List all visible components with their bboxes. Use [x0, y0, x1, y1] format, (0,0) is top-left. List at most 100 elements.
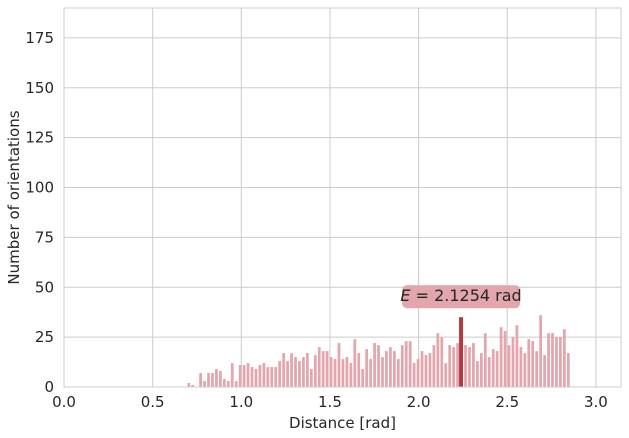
histogram-bar	[483, 333, 487, 387]
histogram-bar	[234, 381, 238, 387]
histogram-bar	[562, 329, 566, 387]
histogram-bar	[468, 347, 471, 387]
y-tick-label: 125	[25, 129, 54, 147]
histogram-bar	[503, 331, 507, 387]
histogram-bar	[274, 367, 278, 387]
histogram-bar	[404, 341, 408, 387]
grid-lines	[63, 8, 621, 388]
histogram-bar	[333, 359, 337, 387]
histogram-bar	[313, 355, 317, 387]
histogram-bar	[266, 367, 270, 387]
histogram-bar	[325, 351, 329, 387]
histogram-bar	[424, 355, 428, 387]
histogram-bar	[317, 347, 321, 387]
y-tick-labels: 0 25 50 75 100 125 150 175	[25, 29, 54, 396]
histogram-bar	[539, 315, 543, 387]
plot-frame	[63, 7, 622, 388]
histogram-bar	[329, 357, 333, 387]
histogram-bar	[365, 349, 369, 387]
y-tick-label: 0	[44, 378, 54, 396]
histogram-bar	[456, 343, 459, 387]
histogram-bar	[246, 363, 250, 387]
histogram-bar	[373, 343, 376, 387]
histogram-bar	[389, 347, 392, 387]
histogram-bar	[440, 337, 444, 387]
annotation-symbol: E	[400, 286, 411, 305]
histogram-bar	[487, 357, 491, 387]
histogram-bar	[547, 333, 550, 387]
histogram-bar	[258, 365, 262, 387]
histogram-bar	[420, 351, 424, 387]
histogram-bar	[187, 383, 191, 387]
energy-annotation: E = 2.1254 rad	[400, 285, 522, 309]
histogram-bar	[408, 341, 412, 387]
x-tick-label: 1.5	[318, 393, 342, 411]
histogram-bar	[219, 371, 222, 387]
y-tick-label: 100	[25, 179, 54, 197]
histogram-bar	[222, 379, 226, 387]
x-tick-label: 0.0	[52, 393, 76, 411]
histogram-bar	[452, 347, 456, 387]
histogram-bar	[242, 365, 246, 387]
histogram-bar	[381, 357, 384, 387]
histogram-bar	[555, 337, 558, 387]
histogram-bar	[543, 355, 546, 387]
histogram-bar	[519, 347, 523, 387]
histogram-bar	[226, 381, 230, 387]
y-axis-label: Number of orientations	[5, 110, 23, 284]
histogram-bar	[238, 365, 242, 387]
histogram-bar	[531, 341, 535, 387]
histogram-bar	[286, 361, 289, 387]
y-tick-label: 25	[35, 328, 54, 346]
histogram-bar	[515, 325, 519, 387]
annotation-value: = 2.1254 rad	[411, 286, 522, 305]
histogram-bar	[369, 359, 373, 387]
x-tick-label: 3.0	[584, 393, 608, 411]
histogram-bar	[377, 345, 380, 387]
histogram-bar	[472, 343, 475, 387]
x-tick-label: 2.5	[495, 393, 519, 411]
histogram-bar	[416, 359, 420, 387]
histogram-bar	[278, 361, 282, 387]
histogram-bar	[282, 353, 286, 387]
histogram-bar	[479, 353, 483, 387]
histogram-bar	[349, 363, 353, 387]
histogram-bar	[321, 351, 325, 387]
histogram-bar	[495, 351, 499, 387]
histogram-bar	[353, 339, 357, 387]
histogram-bar	[254, 369, 258, 387]
x-axis-label: Distance [rad]	[289, 414, 396, 432]
histogram-bar	[337, 343, 341, 387]
histogram-bar	[476, 361, 479, 387]
histogram-bar	[491, 349, 495, 387]
x-tick-label: 1.0	[229, 393, 253, 411]
histogram-bar	[385, 351, 388, 387]
histogram-bar	[523, 353, 527, 387]
histogram-bar	[302, 357, 305, 387]
histogram-bar	[535, 351, 539, 387]
histogram-bar	[428, 353, 432, 387]
histogram-bar	[361, 369, 365, 387]
histogram-bar	[203, 381, 206, 387]
histogram-bar	[432, 345, 436, 387]
histogram-bar	[207, 373, 210, 387]
y-tick-label: 50	[35, 278, 54, 296]
annotation-box	[402, 285, 521, 309]
histogram-bar	[290, 353, 293, 387]
histogram-bar	[412, 363, 416, 387]
annotation-text: E = 2.1254 rad	[400, 286, 521, 305]
histogram-bar	[436, 333, 440, 387]
y-tick-label: 150	[25, 79, 54, 97]
histogram-bar	[199, 373, 202, 387]
histogram-bar	[559, 337, 562, 387]
x-tick-labels: 0.0 0.5 1.0 1.5 2.0 2.5 3.0	[52, 393, 608, 411]
energy-marker-line	[459, 317, 464, 387]
histogram-bar	[345, 357, 349, 387]
histogram-bar	[400, 345, 404, 387]
histogram-bar	[262, 363, 266, 387]
histogram-bar	[294, 357, 297, 387]
histogram-bar	[341, 359, 345, 387]
histogram-bar	[499, 327, 503, 387]
x-tick-label: 2.0	[407, 393, 431, 411]
